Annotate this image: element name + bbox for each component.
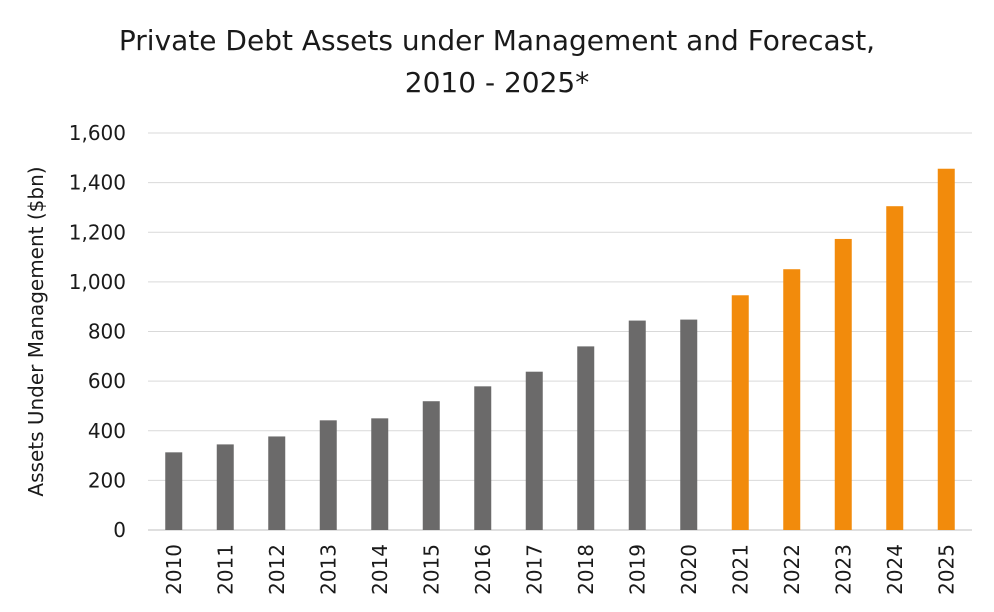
bar-2017 [525, 371, 543, 530]
y-tick-label: 1,600 [69, 121, 126, 145]
y-tick-label: 0 [113, 518, 126, 542]
x-tick-label: 2023 [831, 544, 855, 595]
x-tick-label: 2021 [728, 544, 752, 595]
gridlines [148, 132, 972, 531]
bar-2012 [268, 436, 286, 530]
bar-2025 [937, 168, 955, 531]
y-tick-label: 200 [88, 468, 126, 492]
chart-title-line-1: Private Debt Assets under Management and… [118, 24, 876, 57]
bar-2021 [731, 295, 749, 530]
y-tick-label: 800 [88, 320, 126, 344]
y-axis-title: Assets Under Management ($bn) [24, 166, 48, 496]
x-tick-label: 2017 [522, 544, 546, 595]
bar-2023 [834, 238, 852, 530]
x-tick-label: 2022 [780, 544, 804, 595]
bar-2016 [474, 386, 492, 530]
x-tick-label: 2016 [471, 544, 495, 595]
y-tick-label: 1,000 [69, 270, 126, 294]
bar-2010 [165, 452, 183, 530]
bar-2020 [680, 319, 698, 530]
x-tick-label: 2018 [574, 544, 598, 595]
bars [165, 168, 955, 531]
x-tick-label: 2025 [934, 544, 958, 595]
x-tick-label: 2012 [265, 544, 289, 595]
bar-2024 [886, 206, 904, 530]
x-tick-label: 2024 [883, 544, 907, 595]
x-tick-labels: 2010 2011 2012 2013 2014 2015 2016 2017 2018 2019… [162, 544, 959, 595]
y-tick-label: 1,200 [69, 220, 126, 244]
x-tick-label: 2014 [368, 544, 392, 595]
y-tick-label: 400 [88, 419, 126, 443]
chart-title-line-2: 2010 - 2025* [404, 66, 590, 99]
bar-2015 [422, 401, 440, 530]
bar-2013 [319, 420, 337, 530]
x-tick-label: 2019 [625, 544, 649, 595]
bar-2014 [371, 418, 389, 530]
x-tick-label: 2015 [419, 544, 443, 595]
x-tick-label: 2020 [677, 544, 701, 595]
bar-2019 [628, 320, 646, 530]
y-tick-labels: 0 200 400 600 800 1,000 1,200 1,400 1,600 [69, 121, 126, 542]
x-tick-label: 2013 [316, 544, 340, 595]
bar-2022 [783, 269, 801, 530]
y-tick-label: 600 [88, 369, 126, 393]
x-tick-label: 2010 [162, 544, 186, 595]
bar-2018 [577, 346, 595, 530]
bar-2011 [216, 444, 234, 530]
y-tick-label: 1,400 [69, 171, 126, 195]
x-tick-label: 2011 [213, 544, 237, 595]
